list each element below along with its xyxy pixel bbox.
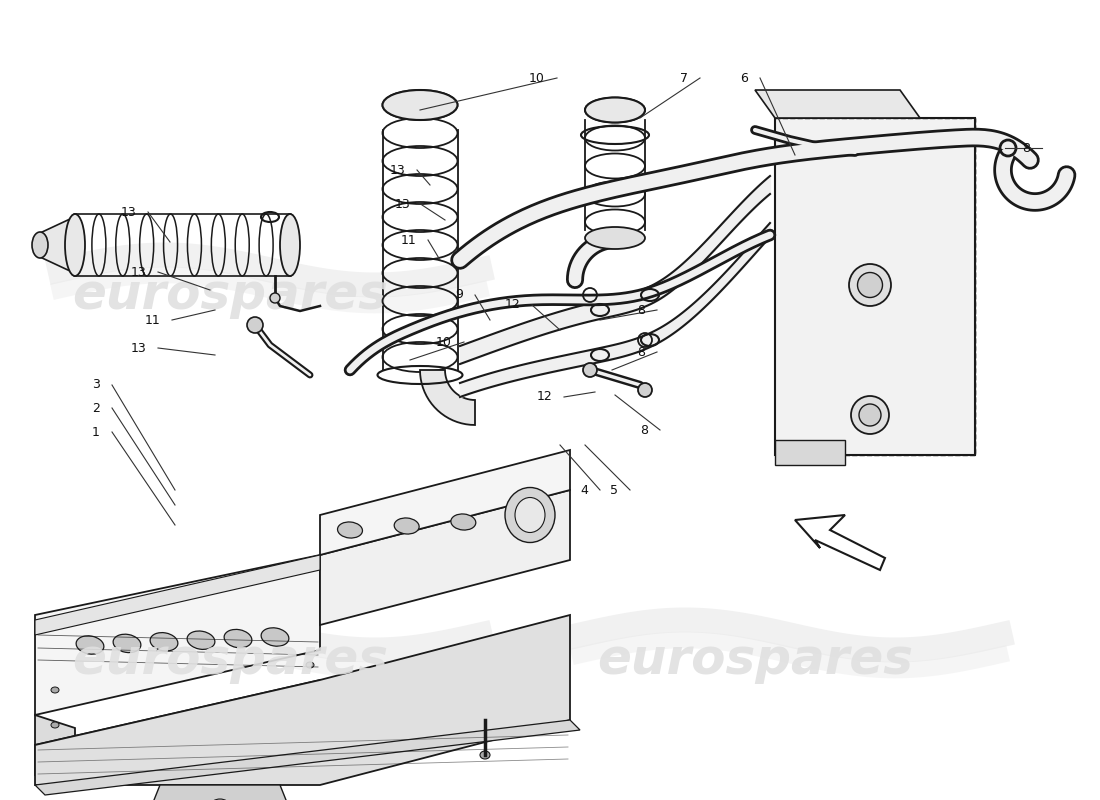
Ellipse shape — [211, 799, 229, 800]
Text: 13: 13 — [394, 198, 410, 211]
Ellipse shape — [248, 317, 263, 333]
Ellipse shape — [65, 214, 85, 276]
Ellipse shape — [451, 514, 476, 530]
Ellipse shape — [859, 404, 881, 426]
Ellipse shape — [585, 227, 645, 249]
Polygon shape — [776, 440, 845, 465]
Ellipse shape — [851, 396, 889, 434]
Ellipse shape — [585, 98, 645, 122]
Text: 4: 4 — [580, 483, 588, 497]
Ellipse shape — [583, 363, 597, 377]
Text: 5: 5 — [610, 483, 618, 497]
Polygon shape — [35, 680, 320, 775]
Polygon shape — [35, 615, 570, 785]
Text: 10: 10 — [529, 71, 544, 85]
Ellipse shape — [338, 522, 363, 538]
Text: eurospares: eurospares — [597, 636, 913, 684]
Text: 13: 13 — [130, 266, 146, 278]
Polygon shape — [35, 715, 75, 758]
Ellipse shape — [280, 214, 300, 276]
Text: 8: 8 — [640, 423, 648, 437]
Polygon shape — [795, 515, 886, 570]
Ellipse shape — [480, 751, 490, 759]
Ellipse shape — [113, 634, 141, 653]
Ellipse shape — [51, 687, 59, 693]
Polygon shape — [35, 555, 320, 635]
Ellipse shape — [51, 722, 59, 728]
Ellipse shape — [306, 692, 313, 698]
Ellipse shape — [76, 636, 103, 654]
Text: eurospares: eurospares — [72, 636, 388, 684]
Ellipse shape — [270, 293, 280, 303]
Ellipse shape — [507, 510, 532, 526]
Text: 12: 12 — [537, 390, 552, 403]
Polygon shape — [150, 785, 290, 800]
Text: 9: 9 — [455, 289, 463, 302]
Ellipse shape — [150, 633, 178, 651]
Text: 12: 12 — [504, 298, 520, 311]
Text: 11: 11 — [400, 234, 416, 246]
Ellipse shape — [638, 383, 652, 397]
Polygon shape — [35, 555, 320, 715]
Ellipse shape — [224, 630, 252, 648]
Ellipse shape — [515, 498, 544, 533]
Ellipse shape — [505, 487, 556, 542]
Ellipse shape — [306, 662, 313, 668]
Polygon shape — [320, 450, 570, 555]
Ellipse shape — [32, 232, 48, 258]
Polygon shape — [35, 720, 580, 795]
Polygon shape — [420, 370, 475, 425]
Ellipse shape — [849, 264, 891, 306]
Text: 10: 10 — [436, 335, 452, 349]
Polygon shape — [40, 219, 70, 271]
Polygon shape — [320, 490, 570, 625]
Ellipse shape — [394, 518, 419, 534]
Ellipse shape — [383, 90, 458, 120]
Ellipse shape — [261, 628, 289, 646]
Text: 7: 7 — [680, 71, 688, 85]
Text: 13: 13 — [389, 163, 405, 177]
Text: 3: 3 — [92, 378, 100, 391]
Polygon shape — [776, 118, 975, 455]
Text: 2: 2 — [92, 402, 100, 414]
Polygon shape — [755, 90, 920, 118]
Ellipse shape — [858, 273, 882, 298]
Text: 6: 6 — [740, 71, 748, 85]
Text: 8: 8 — [637, 346, 645, 358]
Ellipse shape — [187, 631, 214, 650]
Text: 1: 1 — [92, 426, 100, 438]
Text: 8: 8 — [1022, 142, 1030, 154]
Text: 11: 11 — [144, 314, 159, 326]
Text: eurospares: eurospares — [72, 271, 388, 319]
Text: 13: 13 — [120, 206, 136, 218]
Text: 8: 8 — [637, 303, 645, 317]
Text: 13: 13 — [130, 342, 146, 354]
